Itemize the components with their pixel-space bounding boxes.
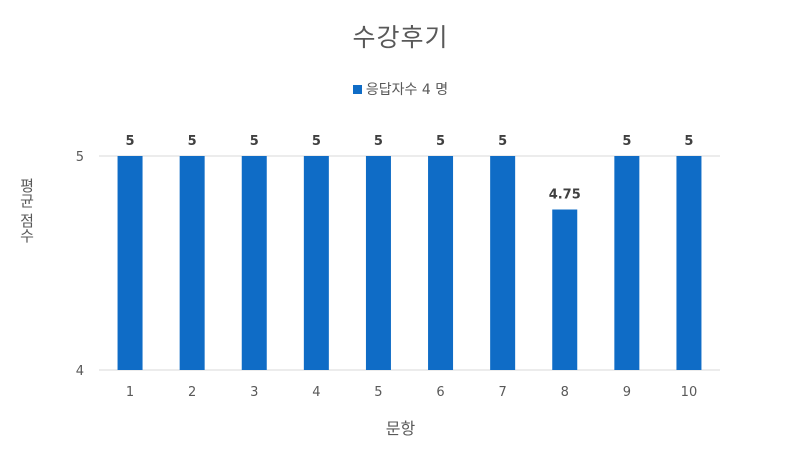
data-label: 5 bbox=[436, 134, 445, 149]
x-tick-label: 10 bbox=[681, 385, 698, 400]
data-label: 5 bbox=[188, 134, 197, 149]
legend-label: 응답자수 4 명 bbox=[365, 82, 449, 98]
bar bbox=[552, 209, 578, 370]
bar bbox=[117, 156, 143, 370]
x-tick-label: 3 bbox=[250, 385, 258, 400]
data-label: 5 bbox=[684, 134, 693, 149]
y-tick-label: 4 bbox=[76, 364, 84, 379]
x-axis-title: 문항 bbox=[385, 419, 416, 438]
data-label: 5 bbox=[498, 134, 507, 149]
chart-title: 수강후기 bbox=[352, 23, 449, 52]
data-label: 5 bbox=[374, 134, 383, 149]
data-label: 5 bbox=[126, 134, 135, 149]
y-axis-title-text: 평균 점수 bbox=[17, 178, 36, 243]
bar bbox=[241, 156, 267, 370]
x-tick-label: 6 bbox=[436, 385, 444, 400]
x-tick-label: 5 bbox=[374, 385, 382, 400]
x-tick-label: 1 bbox=[126, 385, 134, 400]
bar bbox=[428, 156, 454, 370]
data-label: 5 bbox=[250, 134, 259, 149]
x-tick-label: 7 bbox=[499, 385, 507, 400]
x-tick-label: 4 bbox=[312, 385, 320, 400]
x-tick-label: 8 bbox=[561, 385, 569, 400]
data-label: 5 bbox=[622, 134, 631, 149]
legend-swatch bbox=[352, 84, 362, 94]
bar bbox=[303, 156, 329, 370]
data-label: 5 bbox=[312, 134, 321, 149]
legend: 응답자수 4 명 bbox=[0, 79, 801, 99]
bar bbox=[179, 156, 205, 370]
x-tick-label: 2 bbox=[188, 385, 196, 400]
data-label: 4.75 bbox=[549, 188, 581, 203]
bar bbox=[365, 156, 391, 370]
bar bbox=[614, 156, 640, 370]
x-tick-label: 9 bbox=[623, 385, 631, 400]
bar bbox=[490, 156, 516, 370]
bar bbox=[676, 156, 702, 370]
y-axis-title: 평균 점수 bbox=[18, 178, 48, 246]
y-tick-label: 5 bbox=[76, 150, 84, 165]
